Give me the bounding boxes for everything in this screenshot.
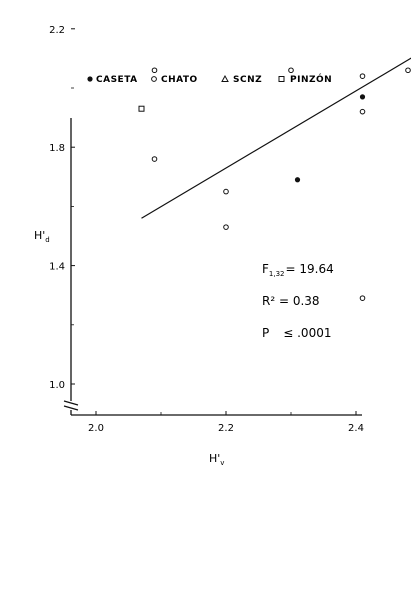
stats-annotation: F1,32= 19.64 R² = 0.38 P ≤ .0001 (262, 262, 334, 340)
p-value: P ≤ .0001 (262, 326, 331, 340)
point-chato (151, 67, 158, 74)
point-chato (223, 188, 229, 195)
legend-marker-caseta (87, 76, 93, 82)
point-chato (359, 108, 366, 115)
point-chato (288, 67, 294, 74)
axis-break-mark (63, 400, 79, 411)
axes (63, 118, 362, 416)
legend-item-scnz: SCNZ (221, 74, 262, 85)
point-caseta (294, 177, 301, 183)
y-tick-label: 1.8 (49, 143, 65, 154)
f-label: F (262, 262, 269, 276)
y-axis-label: H'd (34, 229, 50, 244)
point-chato (359, 295, 366, 301)
y-tick-label: 1.4 (49, 262, 65, 273)
regression-line (141, 57, 411, 219)
r-squared: R² = 0.38 (262, 294, 320, 308)
x-axis-label: H'v (209, 452, 224, 467)
y-ticks: 1.01.41.82.22.6 (49, 25, 75, 391)
legend-item-caseta: CASETA (87, 75, 137, 85)
y-tick-label: 2.2 (49, 25, 65, 36)
point-chato (223, 224, 229, 230)
point-chato (359, 73, 366, 79)
point-chato (151, 156, 158, 162)
p-label: P (262, 326, 269, 340)
x-tick-label: 2.0 (88, 423, 104, 434)
f-value: = 19.64 (286, 262, 334, 276)
f-statistic: F1,32= 19.64 (262, 262, 334, 278)
p-value-text: ≤ .0001 (283, 326, 331, 340)
point-caseta (359, 94, 366, 100)
legend-label-scnz: SCNZ (233, 75, 262, 85)
x-axis-label-text: H'v (209, 452, 224, 467)
data-points (138, 67, 411, 301)
legend-label-pinzon: PINZÓN (290, 73, 332, 85)
x-tick-label: 2.2 (218, 423, 234, 434)
legend-marker-chato (151, 76, 157, 82)
point-chato (405, 67, 411, 74)
x-ticks: 2.02.22.42.62.8 (88, 411, 364, 434)
legend-label-caseta: CASETA (96, 75, 138, 85)
x-tick-label: 2.4 (348, 423, 364, 434)
y-axis-label-text: H'd (34, 229, 50, 244)
legend-marker-pinzon (278, 76, 285, 82)
legend: CASETA CHATO SCNZ PINZÓN (87, 73, 332, 85)
f-subscript: 1,32 (269, 270, 285, 278)
point-pinzn (138, 105, 145, 112)
y-tick-label: 1.0 (49, 380, 65, 391)
legend-item-chato: CHATO (151, 75, 198, 85)
legend-marker-scnz (221, 74, 229, 82)
legend-label-chato: CHATO (161, 75, 198, 85)
legend-item-pinzon: PINZÓN (278, 73, 332, 85)
